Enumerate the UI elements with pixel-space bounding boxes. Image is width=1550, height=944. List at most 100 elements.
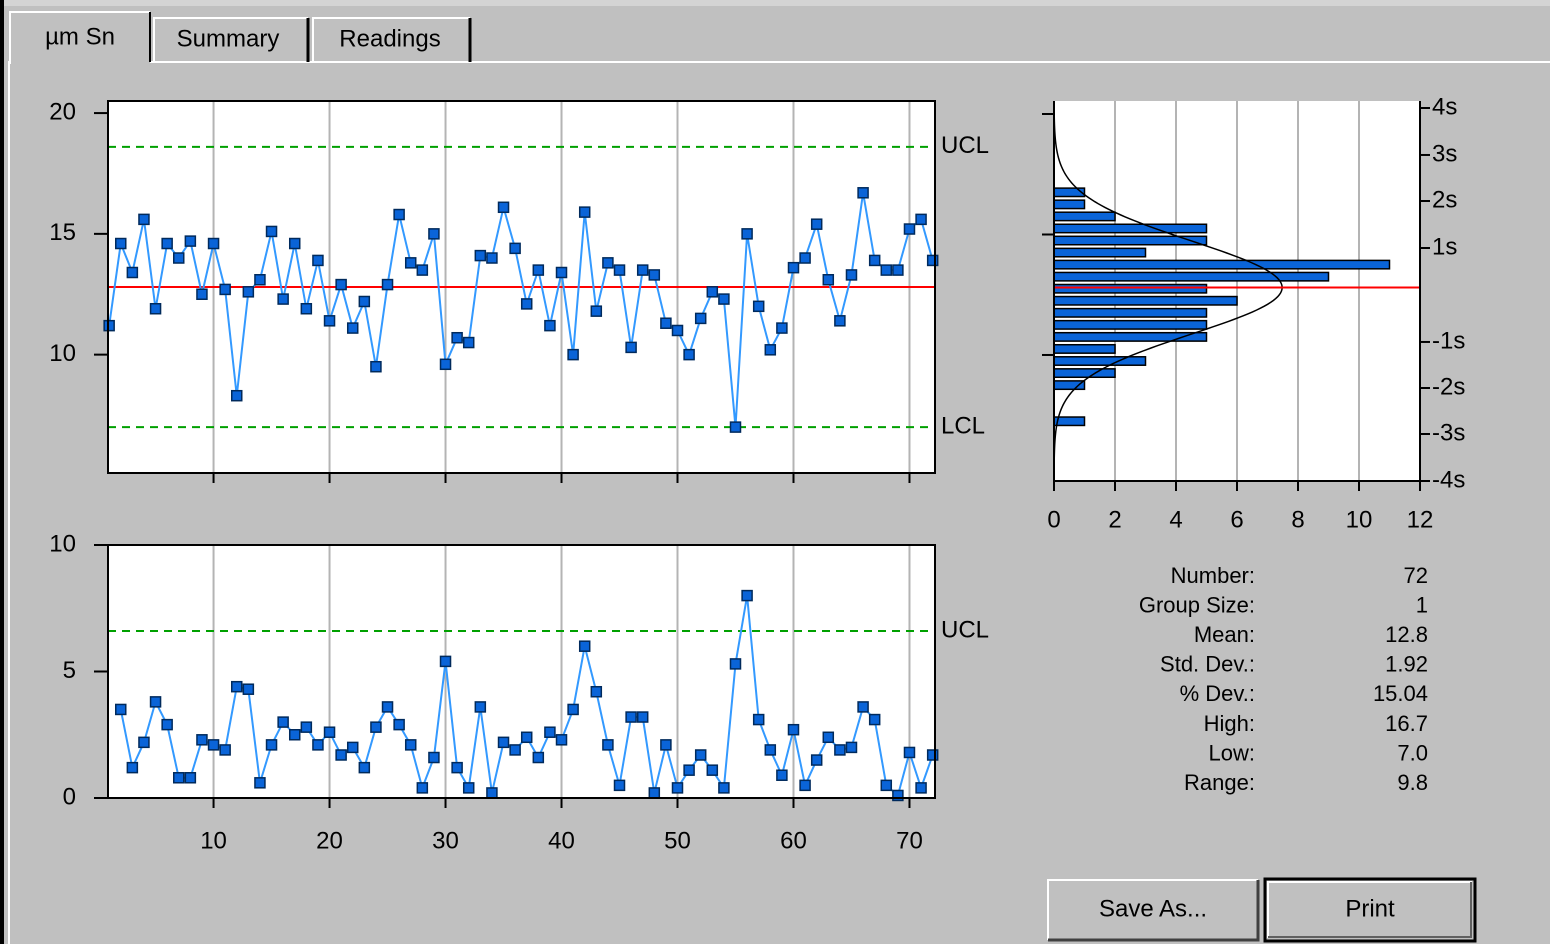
y2-tick-label: -1s <box>1432 327 1465 354</box>
histogram-bar <box>1053 223 1208 234</box>
data-point <box>184 772 197 784</box>
stat-label: % Dev.: <box>1180 681 1255 706</box>
data-point <box>718 782 730 794</box>
data-point <box>149 696 162 708</box>
data-point <box>126 761 139 774</box>
stat-label: Number: <box>1171 563 1255 588</box>
x-tick-label: 0 <box>1047 506 1060 533</box>
y-tick-label: 0 <box>63 783 76 810</box>
data-point <box>926 749 939 761</box>
data-point <box>718 293 730 305</box>
data-point <box>892 789 904 802</box>
histogram-bar <box>1053 368 1116 379</box>
data-point <box>138 213 150 226</box>
data-point <box>323 315 336 327</box>
stat-label: Low: <box>1209 740 1255 765</box>
data-point <box>474 701 487 713</box>
data-point <box>323 726 336 738</box>
histogram-bar <box>1053 211 1116 222</box>
x-tick-label: 12 <box>1407 506 1434 533</box>
data-point <box>915 213 927 226</box>
tab-label: Summary <box>177 25 280 52</box>
button-edge <box>1267 881 1472 938</box>
data-point <box>915 782 927 794</box>
y2-tick-label: 3s <box>1432 140 1457 167</box>
data-point <box>149 302 162 315</box>
data-point <box>115 237 127 250</box>
data-point <box>393 208 405 221</box>
data-point <box>892 264 904 276</box>
data-point <box>706 764 719 776</box>
data-point <box>810 754 823 766</box>
y2-tick-label: -4s <box>1432 466 1465 493</box>
data-point <box>265 739 278 751</box>
data-point <box>613 264 626 276</box>
tab[interactable]: Summary <box>153 17 310 62</box>
y-tick-label: 10 <box>49 340 76 367</box>
data-point <box>173 252 185 264</box>
stat-value: 1.92 <box>1385 652 1428 677</box>
data-point <box>555 266 568 279</box>
data-point <box>729 658 742 670</box>
control-limit-label: UCL <box>941 132 989 159</box>
x-tick-label: 30 <box>432 827 459 854</box>
data-point <box>671 782 684 794</box>
data-point <box>335 749 347 761</box>
data-point <box>625 711 637 723</box>
button-edge <box>1048 880 1260 942</box>
data-point <box>115 703 127 716</box>
data-point <box>544 726 556 738</box>
data-point <box>184 235 197 247</box>
data-point <box>602 739 614 751</box>
data-point <box>520 731 533 744</box>
data-point <box>219 283 231 296</box>
data-point <box>196 734 208 746</box>
x-tick-label: 20 <box>316 827 343 854</box>
data-point <box>196 288 208 300</box>
data-point <box>288 729 301 741</box>
data-point <box>462 782 475 794</box>
data-point <box>242 683 255 695</box>
data-point <box>520 298 533 310</box>
data-point <box>509 242 521 255</box>
data-point <box>694 749 707 761</box>
stat-value: 9.8 <box>1397 770 1428 795</box>
y2-tick-label: 1s <box>1432 233 1457 260</box>
data-point <box>288 237 301 250</box>
data-point <box>845 269 858 281</box>
plot-frame <box>107 544 936 799</box>
data-point <box>857 187 869 199</box>
data-point <box>207 237 220 250</box>
data-point <box>532 751 545 764</box>
button-edge <box>1047 879 1258 940</box>
histogram-bar <box>1053 319 1208 330</box>
tab[interactable]: Readings <box>312 17 472 62</box>
histogram-bar <box>1053 356 1147 366</box>
histogram-bar <box>1053 271 1330 282</box>
normal-curve <box>1053 100 1283 482</box>
data-point <box>474 249 487 262</box>
button-label: Save As... <box>1099 895 1207 922</box>
button-label: Print <box>1345 895 1395 922</box>
tab[interactable]: µm Sn <box>9 11 151 64</box>
data-point <box>230 389 243 402</box>
data-point <box>625 341 637 354</box>
data-point <box>230 680 243 693</box>
data-point <box>451 331 463 344</box>
x-tick-label: 10 <box>1346 506 1373 533</box>
data-point <box>173 772 185 784</box>
data-point <box>254 274 266 286</box>
data-point <box>903 223 916 235</box>
data-point <box>648 787 661 799</box>
data-point <box>439 655 452 668</box>
y-tick-label: 5 <box>63 657 76 684</box>
data-point <box>752 713 765 726</box>
x-tick-label: 40 <box>548 827 575 854</box>
button[interactable]: Print <box>1263 877 1477 943</box>
x-tick-label: 6 <box>1230 506 1243 533</box>
button[interactable]: Save As... <box>1047 879 1260 942</box>
data-point <box>486 252 498 264</box>
stat-label: Range: <box>1184 770 1255 795</box>
data-point <box>462 336 475 349</box>
